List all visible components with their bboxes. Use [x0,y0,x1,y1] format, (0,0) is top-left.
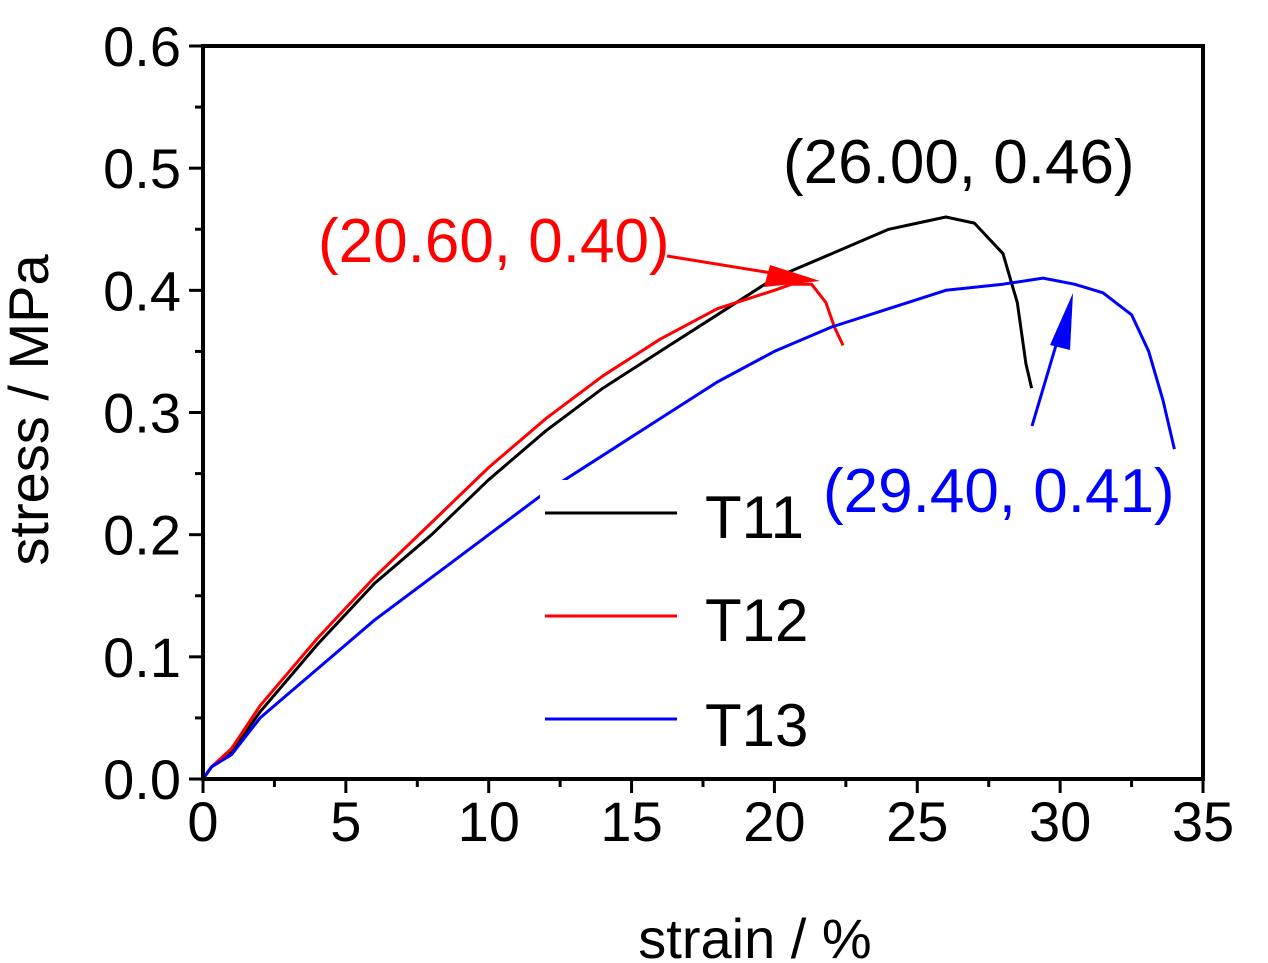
x-tick-label: 5 [330,790,361,853]
axis-ticks: 0 5 10 15 20 25 30 35 0.0 0.1 0.2 0.3 0.4 0.5 0.6 [103,15,1234,853]
series-line-t11 [201,215,1034,780]
legend-label-t11: T11 [705,484,804,551]
annotation-arrowhead-t12 [764,265,820,287]
y-tick-label: 0.5 [103,137,181,200]
x-tick-label: 10 [458,790,520,853]
series-lines [201,215,1176,780]
annotation-t13-peak: (29.40, 0.41) [823,457,1175,526]
y-tick-label: 0.0 [103,748,181,811]
x-tick-label: 15 [600,790,662,853]
x-tick-label: 30 [1029,790,1091,853]
annotation-t12-peak: (20.60, 0.40) [318,207,670,276]
y-axis-label: stress / MPa [0,254,60,566]
y-tick-label: 0.4 [103,259,181,322]
x-tick-label: 25 [886,790,948,853]
series-line-t13 [201,276,1176,780]
y-tick-label: 0.1 [103,626,181,689]
x-tick-label: 35 [1172,790,1234,853]
legend-label-t12: T12 [705,587,808,654]
legend-background [540,480,810,770]
x-axis-label: strain / % [638,907,871,963]
y-tick-label: 0.2 [103,504,181,567]
x-tick-label: 20 [743,790,805,853]
legend: T11 T12 T13 [540,480,810,770]
legend-label-t13: T13 [705,692,808,759]
annotation-arrowhead-t13 [1050,293,1073,350]
x-tick-label: 0 [187,790,218,853]
y-tick-label: 0.6 [103,15,181,78]
y-tick-label: 0.3 [103,382,181,445]
series-line-t12 [201,282,845,780]
peak-annotations: (26.00, 0.46) (20.60, 0.40) (29.40, 0.41… [318,128,1175,526]
annotation-t11-peak: (26.00, 0.46) [783,128,1135,197]
